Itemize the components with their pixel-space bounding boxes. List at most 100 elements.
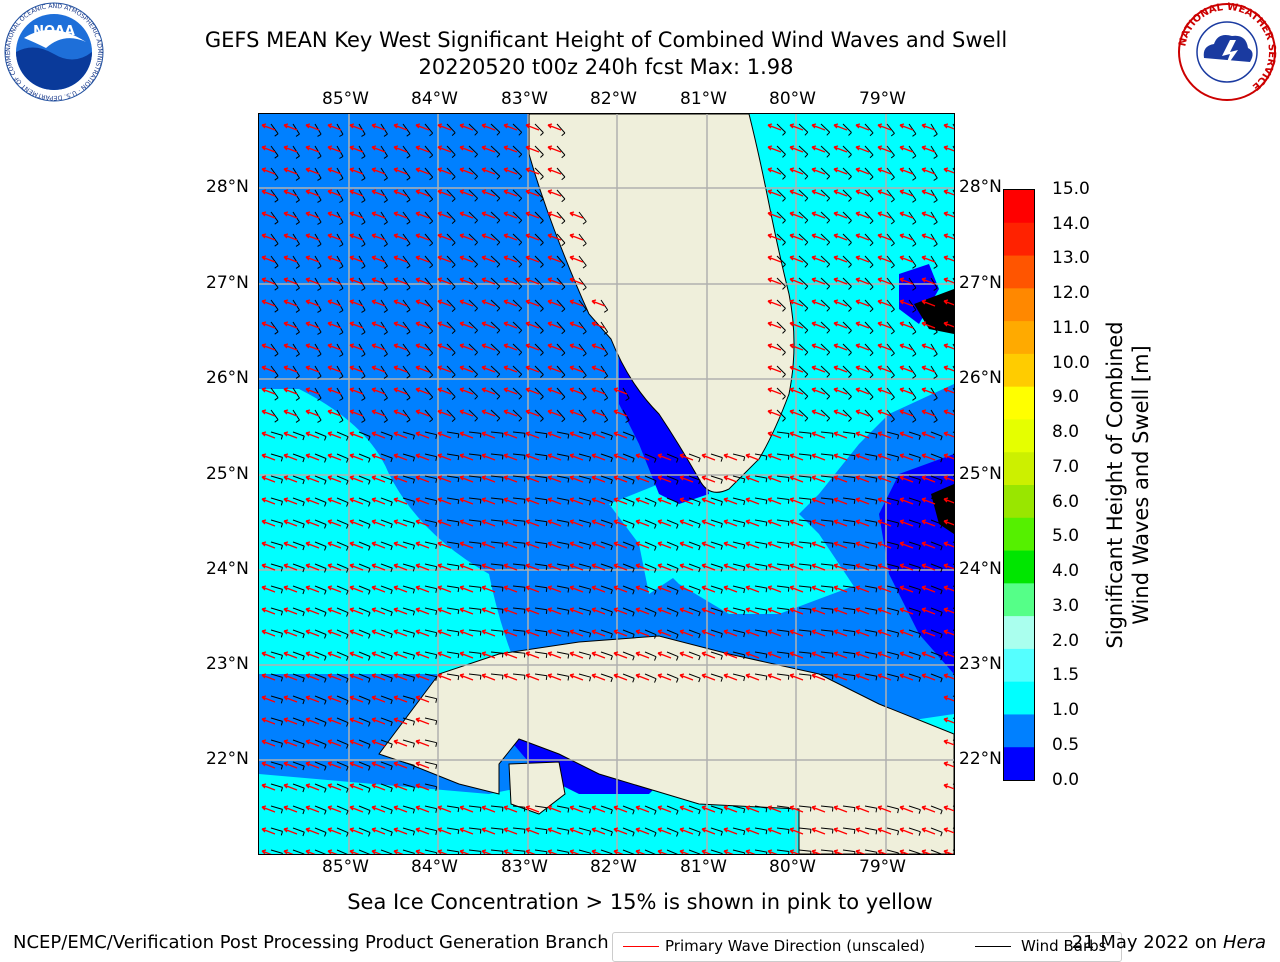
wind-barb — [380, 497, 393, 507]
wind-barb — [402, 387, 411, 401]
wave-arrow — [393, 519, 408, 527]
wave-arrow — [767, 805, 782, 813]
wave-arrow — [503, 211, 518, 219]
wave-arrow — [767, 519, 782, 527]
lon-label-bottom: 79°W — [859, 857, 906, 877]
wave-arrow — [415, 783, 430, 791]
wave-arrow — [349, 387, 364, 395]
wave-arrow — [415, 541, 430, 549]
wind-barb — [358, 739, 371, 749]
wave-arrow — [261, 783, 276, 791]
wave-arrow — [349, 717, 364, 725]
wave-arrow — [393, 717, 408, 725]
wind-barb — [424, 365, 434, 379]
wave-arrow — [415, 761, 430, 769]
wind-barb — [842, 453, 856, 460]
wind-barb — [776, 321, 786, 334]
wind-barb — [600, 629, 613, 639]
wind-barb — [908, 453, 921, 462]
wave-arrow — [811, 519, 826, 527]
wind-barb — [512, 321, 523, 334]
wind-barb — [424, 431, 438, 439]
wind-barb — [424, 563, 438, 571]
wind-barb — [578, 387, 587, 401]
wave-arrow — [349, 497, 364, 505]
wind-barb — [468, 805, 482, 812]
wave-arrow — [833, 387, 848, 395]
wave-arrow — [547, 189, 562, 197]
wave-arrow — [415, 497, 430, 505]
wind-barb — [864, 519, 878, 527]
wave-arrow — [305, 123, 320, 131]
wave-arrow — [371, 717, 386, 725]
wave-arrow — [349, 805, 364, 813]
colorbar-tick-label: 12.0 — [1052, 283, 1090, 303]
wave-arrow — [525, 563, 540, 571]
wave-arrow — [459, 453, 474, 461]
wave-arrow — [525, 299, 540, 307]
wind-barb — [270, 277, 279, 291]
wind-barb — [556, 607, 570, 615]
wind-barb — [446, 607, 460, 615]
wave-arrow — [569, 805, 584, 813]
wind-barb — [424, 673, 438, 681]
wind-barb — [600, 475, 613, 485]
wave-arrow — [481, 167, 496, 175]
wind-barb — [688, 827, 701, 837]
wind-barb — [578, 827, 592, 836]
wind-barb — [754, 519, 768, 527]
wind-barb — [402, 365, 411, 379]
wave-arrow — [525, 343, 540, 351]
wave-arrow — [679, 607, 694, 615]
wind-barb — [886, 431, 900, 440]
wind-barb — [336, 497, 349, 507]
wave-arrow — [327, 387, 342, 395]
wave-arrow — [679, 827, 694, 835]
wind-barb — [556, 365, 566, 379]
wind-barb — [468, 629, 482, 636]
wave-arrow — [789, 651, 804, 659]
wave-arrow — [393, 585, 408, 593]
wind-barb — [600, 805, 613, 815]
wave-arrow — [613, 607, 628, 615]
wave-arrow — [415, 145, 430, 153]
wind-barb — [556, 497, 570, 505]
wave-arrow — [569, 475, 584, 483]
wind-barb — [908, 651, 921, 660]
wind-barb — [776, 233, 786, 246]
wave-arrow — [921, 453, 936, 461]
wind-barb — [314, 475, 327, 485]
wind-barb — [886, 387, 895, 401]
wave-arrow — [261, 211, 276, 219]
wind-barb — [754, 585, 768, 593]
wind-barb — [556, 409, 566, 423]
wind-barb — [578, 233, 587, 247]
wave-arrow — [327, 189, 342, 197]
wind-barb — [292, 695, 305, 705]
wind-barb — [710, 453, 723, 462]
wind-barb — [468, 343, 478, 356]
wave-arrow — [569, 387, 584, 395]
wave-arrow — [283, 497, 298, 505]
wave-arrow — [393, 827, 408, 835]
lon-label-top: 84°W — [411, 89, 458, 109]
wind-barb — [336, 783, 349, 793]
wave-arrow — [261, 189, 276, 197]
wave-arrow — [855, 629, 870, 637]
wave-arrow — [833, 321, 848, 329]
wind-barb — [886, 409, 895, 423]
wind-barb — [666, 453, 679, 463]
wind-barb — [468, 277, 478, 290]
wind-barb — [666, 651, 679, 661]
wave-arrow — [261, 233, 276, 241]
wind-barb — [622, 651, 635, 661]
wind-barb — [578, 453, 592, 462]
wind-barb — [820, 321, 831, 334]
wave-arrow — [877, 431, 892, 439]
wind-barb — [556, 123, 566, 137]
wind-barb — [798, 805, 812, 812]
wind-barb — [314, 563, 327, 573]
wave-arrow — [833, 365, 848, 373]
wave-arrow — [459, 255, 474, 263]
wave-zone-dark-north-bahamas — [899, 264, 939, 324]
